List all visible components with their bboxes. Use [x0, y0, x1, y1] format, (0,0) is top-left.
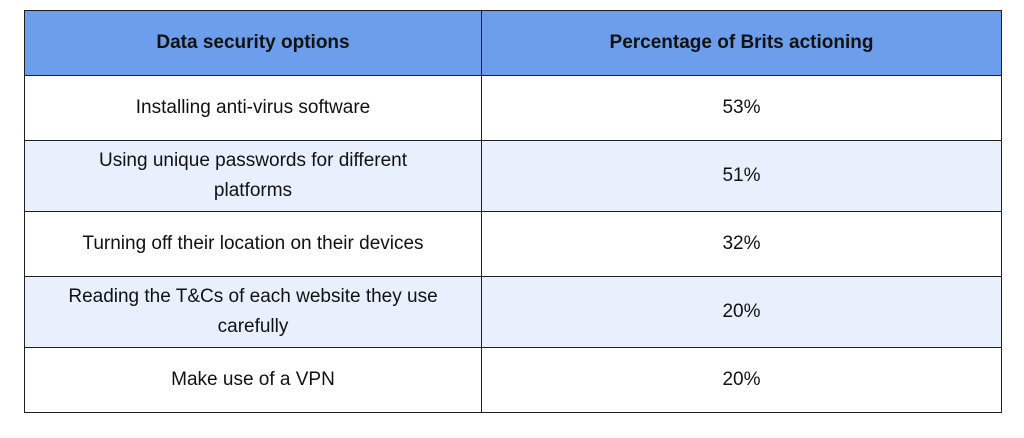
percentage-cell: 20% — [481, 276, 1002, 348]
option-cell: Turning off their location on their devi… — [24, 211, 482, 277]
option-cell: Using unique passwords for different pla… — [24, 140, 482, 212]
table-row: Reading the T&Cs of each website they us… — [24, 276, 1002, 348]
table-row: Using unique passwords for different pla… — [24, 140, 1002, 212]
data-security-table-container: Data security options Percentage of Brit… — [24, 10, 1002, 413]
percentage-cell: 51% — [481, 140, 1002, 212]
option-cell: Make use of a VPN — [24, 347, 482, 413]
column-header-percentage: Percentage of Brits actioning — [481, 10, 1002, 76]
table-row: Installing anti-virus software 53% — [24, 75, 1002, 141]
table-row: Turning off their location on their devi… — [24, 211, 1002, 277]
table-row: Make use of a VPN 20% — [24, 347, 1002, 413]
percentage-cell: 53% — [481, 75, 1002, 141]
data-security-table: Data security options Percentage of Brit… — [24, 10, 1002, 413]
percentage-cell: 20% — [481, 347, 1002, 413]
column-header-options: Data security options — [24, 10, 482, 76]
option-cell: Installing anti-virus software — [24, 75, 482, 141]
table-header-row: Data security options Percentage of Brit… — [24, 10, 1002, 76]
percentage-cell: 32% — [481, 211, 1002, 277]
option-cell: Reading the T&Cs of each website they us… — [24, 276, 482, 348]
